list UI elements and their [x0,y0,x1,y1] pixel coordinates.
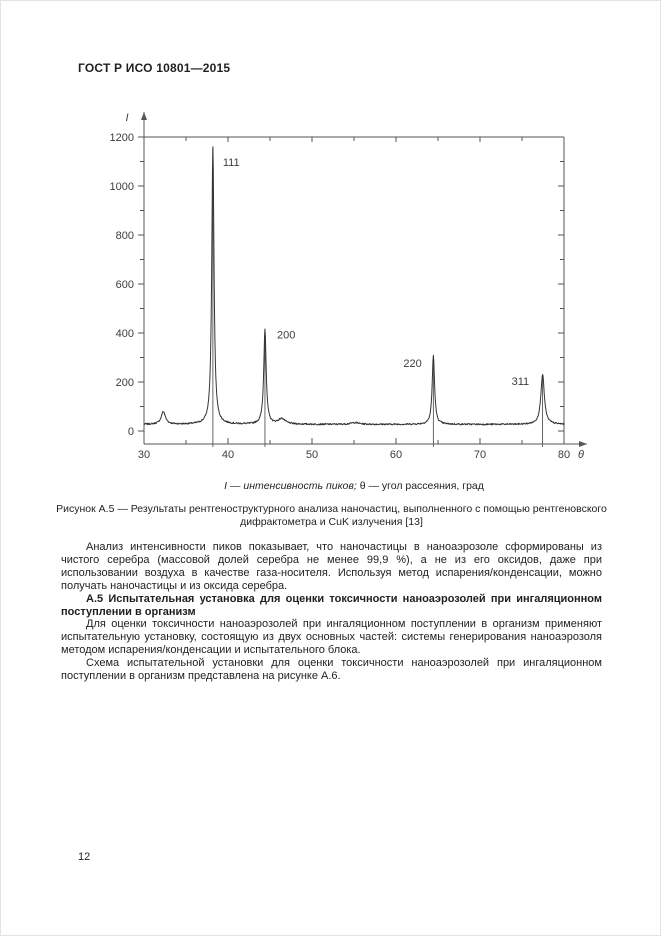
document-header: ГОСТ Р ИСО 10801—2015 [78,61,231,75]
figure-caption: Рисунок А.5 — Результаты рентгенострукту… [31,503,632,529]
svg-text:50: 50 [306,449,318,461]
svg-text:200: 200 [277,329,295,341]
svg-text:60: 60 [390,449,402,461]
paragraph-scheme-reference: Схема испытательной установки для оценки… [61,657,602,683]
svg-text:600: 600 [116,279,134,291]
legend-symbol-i: I [224,480,228,492]
svg-text:1200: 1200 [110,132,134,144]
legend-i-description: — интенсивность пиков; [227,480,360,492]
legend-theta-description: — угол рассеяния, град [365,480,484,492]
figure-caption-line-1: Рисунок А.5 — Результаты рентгенострукту… [56,503,607,515]
svg-text:30: 30 [138,449,150,461]
paragraph-test-setup: Для оценки токсичности наноаэрозолей при… [61,618,602,657]
svg-text:400: 400 [116,328,134,340]
figure-caption-line-2: дифрактометра и CuK излучения [13] [240,516,423,528]
body-text: Анализ интенсивности пиков показывает, ч… [61,541,602,683]
svg-text:I: I [125,112,128,124]
svg-text:0: 0 [128,426,134,438]
paragraph-peak-analysis: Анализ интенсивности пиков показывает, ч… [61,541,602,592]
svg-text:800: 800 [116,230,134,242]
figure-legend: I — интенсивность пиков; θ — угол рассея… [124,480,584,492]
svg-text:40: 40 [222,449,234,461]
xrd-chart: 0 200 400 600 800 1000 1200 30 40 50 60 70 80 Iθ 111 20… [110,112,587,461]
page-number: 12 [78,851,91,863]
svg-text:200: 200 [116,377,134,389]
svg-text:111: 111 [223,157,240,169]
svg-text:311: 311 [512,376,530,388]
svg-text:220: 220 [403,358,421,370]
svg-text:70: 70 [474,449,486,461]
svg-text:1000: 1000 [110,181,134,193]
svg-text:θ: θ [578,449,584,461]
section-heading-a5: А.5 Испытательная установка для оценки т… [61,592,602,618]
svg-text:80: 80 [558,449,570,461]
legend-symbol-theta: θ [359,480,366,492]
